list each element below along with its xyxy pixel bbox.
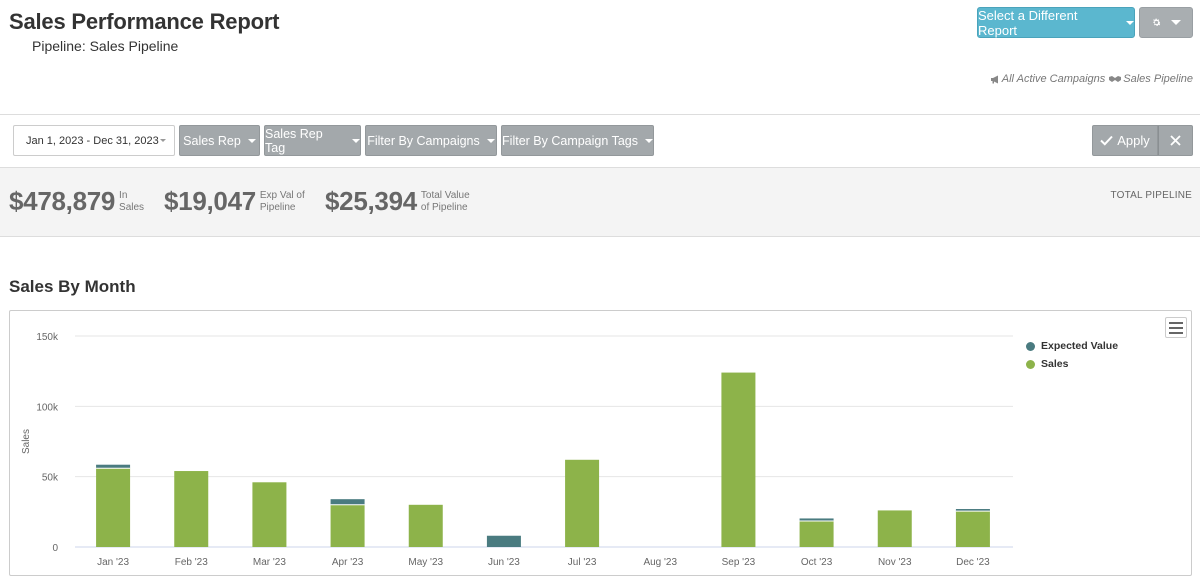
select-report-label: Select a Different Report [978, 7, 1078, 38]
x-tick-label: Aug '23 [643, 557, 677, 568]
hamburger-icon [1169, 321, 1183, 324]
bar-sales[interactable] [799, 520, 834, 547]
campaign-tags-filter-button[interactable]: Filter By Campaign Tags [501, 125, 654, 156]
chevron-down-icon [1126, 20, 1134, 25]
pipeline-subtitle: Pipeline: Sales Pipeline [32, 38, 179, 54]
stat-expected-label: Exp Val of Pipeline [259, 189, 305, 213]
chevron-down-icon [160, 139, 166, 142]
stat-total-value: $25,394 Total Value of Pipeline [325, 186, 470, 217]
page-title: Sales Performance Report [9, 9, 280, 34]
bar-expected-value[interactable] [96, 464, 131, 469]
bar-sales[interactable] [565, 459, 600, 547]
bar-sales[interactable] [96, 468, 131, 547]
bar-expected-value[interactable] [486, 535, 521, 547]
settings-dropdown-button[interactable] [1139, 7, 1193, 38]
legend-dot [1026, 359, 1035, 369]
campaigns-filter-button[interactable]: Filter By Campaigns [365, 125, 497, 156]
report-header: Sales Performance Report Pipeline: Sales… [0, 0, 1200, 115]
x-tick-label: Jul '23 [568, 557, 597, 568]
stat-expected-value: $19,047 Exp Val of Pipeline [164, 186, 305, 217]
chevron-down-icon [352, 138, 360, 143]
x-tick-label: Apr '23 [332, 557, 364, 568]
bar-sales[interactable] [955, 511, 990, 547]
clear-filters-button[interactable] [1158, 125, 1193, 156]
filter-bar: Jan 1, 2023 - Dec 31, 2023 Sales Rep Sal… [0, 114, 1200, 168]
campaign-tags-filter-label: Filter By Campaign Tags [502, 133, 638, 148]
bar-sales[interactable] [721, 372, 756, 547]
x-tick-label: Dec '23 [956, 557, 990, 568]
legend-item-expected-value[interactable]: Expected Value [1026, 337, 1118, 355]
chart-canvas: 0 50k 100k 150k Sales Jan '23 Feb '23 Mar '23 Ap… [21, 332, 1013, 568]
section-title: Sales By Month [9, 277, 136, 296]
bar-sales[interactable] [408, 504, 443, 547]
sales-by-month-chart: 0 50k 100k 150k Sales Jan '23 Feb '23 Mar '23 Ap… [9, 310, 1192, 576]
close-icon [1170, 135, 1181, 146]
breadcrumb-campaigns[interactable]: All Active Campaigns [1001, 73, 1106, 85]
pipeline-stats: $478,879 In Sales $19,047 Exp Val of Pipel… [0, 168, 1200, 237]
check-icon [1100, 135, 1113, 146]
x-tick-label: May '23 [408, 557, 443, 568]
gear-icon [1153, 18, 1161, 27]
x-tick-label: Nov '23 [878, 557, 912, 568]
handshake-icon [1109, 76, 1122, 82]
sales-rep-filter-button[interactable]: Sales Rep [179, 125, 260, 156]
chevron-down-icon [247, 138, 256, 143]
select-report-button[interactable]: Select a Different Report [977, 7, 1135, 38]
stat-sales: $478,879 In Sales [9, 186, 144, 217]
chart-legend: Expected Value Sales [1026, 337, 1118, 373]
x-tick-label: Jun '23 [488, 557, 520, 568]
breadcrumb: All Active Campaigns Sales Pipeline [990, 73, 1193, 85]
sales-rep-tag-filter-button[interactable]: Sales Rep Tag [264, 125, 361, 156]
stat-total-value-amount: $25,394 [325, 186, 417, 216]
legend-label: Expected Value [1041, 340, 1119, 352]
chart-menu-button[interactable] [1165, 317, 1187, 338]
legend-item-sales[interactable]: Sales [1026, 355, 1118, 373]
apply-button[interactable]: Apply [1092, 125, 1158, 156]
x-tick-label: Oct '23 [801, 557, 833, 568]
bar-expected-value[interactable] [330, 499, 365, 505]
x-tick-label: Jan '23 [97, 557, 129, 568]
apply-group: Apply [1092, 125, 1193, 156]
bar-sales[interactable] [877, 510, 912, 547]
chevron-down-icon [1171, 20, 1181, 25]
stat-expected-value-amount: $19,047 [164, 186, 256, 216]
chevron-down-icon [644, 138, 653, 143]
stat-sales-value: $478,879 [9, 186, 116, 216]
x-tick-label: Sep '23 [722, 557, 756, 568]
date-range-select[interactable]: Jan 1, 2023 - Dec 31, 2023 [13, 125, 175, 156]
sales-rep-filter-label: Sales Rep [183, 133, 241, 148]
bar-sales[interactable] [252, 482, 287, 547]
bar-expected-value[interactable] [799, 518, 834, 521]
bar-sales[interactable] [330, 504, 365, 547]
y-tick-label: 150k [36, 332, 59, 343]
x-tick-label: Mar '23 [253, 557, 286, 568]
campaigns-filter-label: Filter By Campaigns [367, 133, 480, 148]
chevron-down-icon [486, 138, 495, 143]
stat-total-label: Total Value of Pipeline [420, 189, 470, 213]
bar-sales[interactable] [174, 471, 209, 547]
apply-label: Apply [1117, 133, 1150, 148]
total-pipeline-label: TOTAL PIPELINE [1110, 190, 1192, 201]
breadcrumb-pipeline[interactable]: Sales Pipeline [1123, 73, 1193, 85]
megaphone-icon [990, 75, 998, 83]
x-tick-label: Feb '23 [175, 557, 208, 568]
legend-dot [1026, 341, 1035, 351]
date-range-value: Jan 1, 2023 - Dec 31, 2023 [26, 134, 159, 147]
stat-sales-label: In Sales [119, 189, 145, 213]
y-tick-label: 100k [36, 402, 59, 413]
y-tick-label: 50k [42, 473, 59, 484]
y-tick-label: 0 [52, 543, 58, 554]
legend-label: Sales [1041, 358, 1069, 370]
bar-expected-value[interactable] [955, 509, 990, 512]
y-axis-label: Sales [21, 429, 32, 454]
sales-rep-tag-filter-label: Sales Rep Tag [265, 126, 323, 155]
